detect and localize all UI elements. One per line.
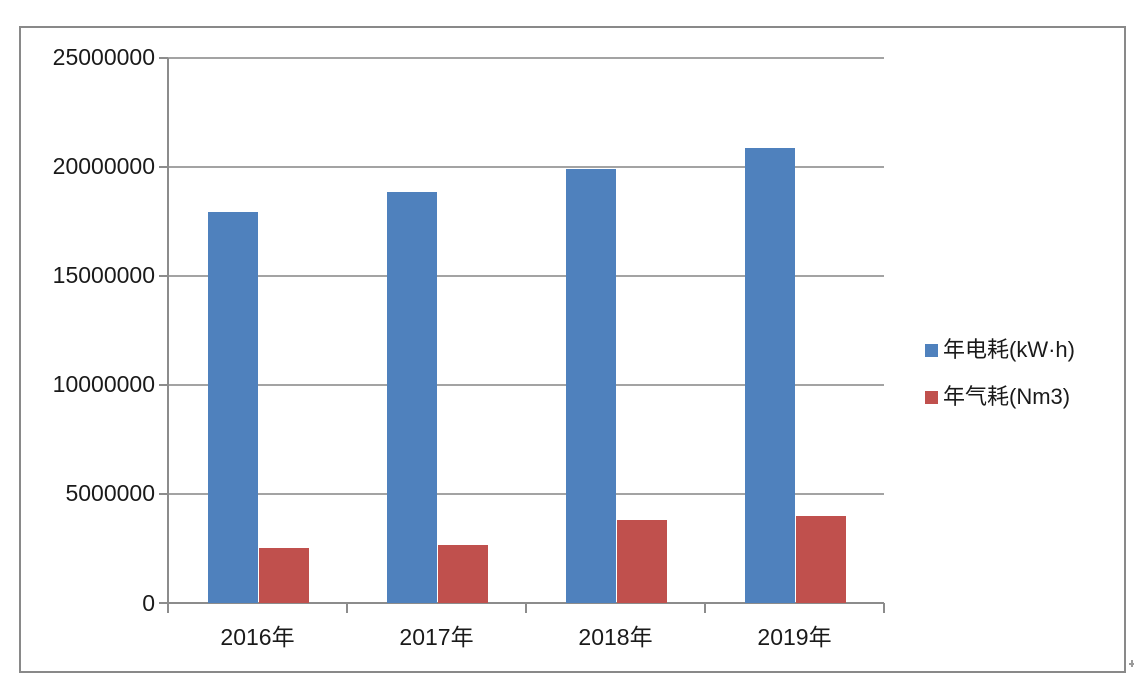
bar-2019年-series2 [795, 515, 846, 603]
gridline [168, 383, 884, 386]
gridline [168, 274, 884, 277]
bar-2017年-series2 [437, 545, 488, 603]
legend-swatch-icon [925, 343, 938, 357]
gridline [168, 492, 884, 495]
bar-2019年-series1 [744, 148, 795, 603]
x-axis-tick [346, 603, 348, 613]
y-axis-tick [159, 56, 168, 59]
y-tick-label: 20000000 [52, 153, 155, 180]
x-axis-tick [704, 603, 706, 613]
resize-handle-artifact [1129, 660, 1134, 667]
x-category-label: 2019年 [757, 624, 832, 650]
x-axis-tick [167, 603, 169, 613]
legend-item: 年气耗(Nm3) [925, 386, 1070, 408]
bar-2016年-series2 [258, 548, 309, 603]
y-axis-tick [159, 274, 168, 277]
bar-2017年-series1 [386, 191, 437, 603]
y-axis-line [167, 57, 169, 613]
y-tick-label: 0 [142, 589, 155, 616]
bar-2018年-series1 [565, 168, 616, 603]
x-axis-tick [883, 603, 885, 613]
gridline [168, 165, 884, 168]
y-axis-tick [159, 602, 168, 604]
x-axis-tick [525, 603, 527, 613]
y-axis-tick [159, 492, 168, 495]
legend-swatch-icon [925, 390, 938, 404]
x-category-label: 2017年 [399, 624, 474, 650]
y-tick-label: 5000000 [65, 480, 155, 507]
y-axis-tick [159, 383, 168, 386]
legend-label: 年电耗(kW·h) [943, 337, 1075, 362]
y-axis-tick [159, 165, 168, 168]
bar-2016年-series1 [207, 212, 258, 603]
y-tick-label: 10000000 [52, 371, 155, 398]
legend-label: 年气耗(Nm3) [943, 384, 1071, 409]
x-category-label: 2016年 [220, 624, 295, 650]
legend-item: 年电耗(kW·h) [925, 339, 1075, 361]
y-tick-label: 25000000 [52, 44, 155, 70]
gridline [168, 56, 884, 59]
bar-2018年-series2 [616, 520, 667, 603]
x-category-label: 2018年 [578, 624, 653, 650]
y-tick-label: 15000000 [52, 262, 155, 289]
